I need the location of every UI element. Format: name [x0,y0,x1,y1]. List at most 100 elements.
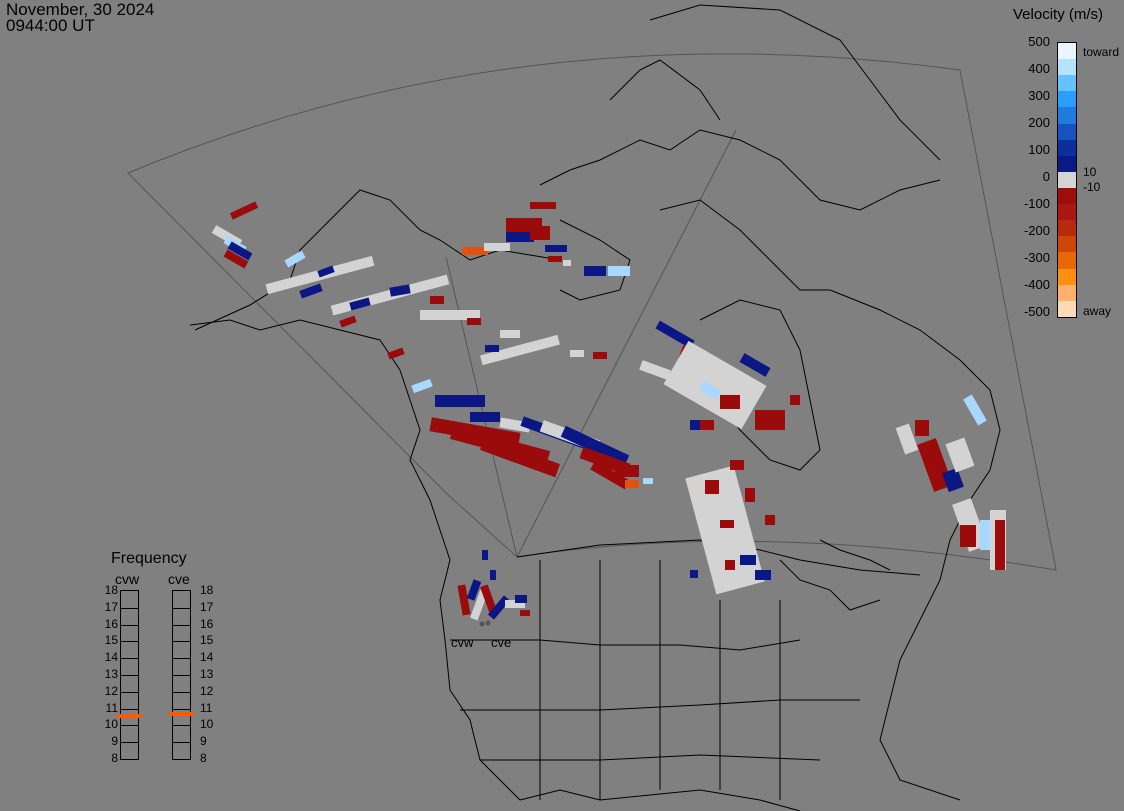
colorbar-segment [1058,204,1076,221]
frequency-column [172,590,191,760]
velocity-cell [229,201,259,220]
velocity-cell [563,260,571,266]
velocity-cell [387,347,405,360]
velocity-cell [725,560,735,570]
freq-station-cve: cve [168,571,190,587]
velocity-cell [485,345,499,352]
frequency-gridline [173,725,190,727]
frequency-scale-label: 10 [104,717,118,732]
velocity-cell [720,395,740,409]
frequency-gridline [173,691,190,693]
station-label-cve: cve [491,635,512,650]
colorbar-segment [1058,220,1076,237]
velocity-cell [466,579,482,601]
velocity-cell [895,423,919,455]
velocity-cell [505,600,525,608]
date-label: November, 30 2024 [6,0,155,19]
velocity-cell [755,570,771,580]
velocity-cell [655,320,695,349]
velocity-cell [705,480,719,494]
frequency-scale-label: 8 [111,751,118,765]
velocity-cell [480,584,498,616]
velocity-cell [520,610,530,616]
colorbar-tick-label: 0 [1042,169,1050,184]
colorbar-segment [1058,107,1076,124]
colorbar-segment [1058,43,1076,60]
velocity-cells [211,201,1006,621]
velocity-cell [470,412,500,422]
velocity-cell [317,265,335,278]
velocity-cell [995,520,1005,570]
velocity-colorbar [1057,42,1077,318]
frequency-scale-label: 15 [104,633,118,648]
colorbar-segment [1058,300,1076,317]
frequency-scale-label: 14 [104,650,118,665]
colorbar-segment [1058,252,1076,269]
frequency-scale-label: 8 [200,751,207,765]
colorbar-segment [1058,171,1076,188]
velocity-cell [739,353,771,377]
velocity-cell [942,467,964,493]
velocity-cell [625,480,639,488]
colorbar-segment [1058,59,1076,76]
velocity-cell [745,488,755,502]
frequency-gridline [173,708,190,710]
velocity-cell [430,296,444,304]
velocity-cell [506,232,534,242]
velocity-cell [462,247,488,255]
frequency-gridline [121,675,138,676]
frequency-scale-label: 13 [200,667,214,681]
velocity-cell [480,334,560,366]
velocity-cell [470,589,488,621]
velocity-cell [457,584,471,616]
frequency-gridline [173,607,190,609]
velocity-cell [500,330,520,338]
velocity-cell [690,570,698,578]
frequency-scale-label: 16 [104,616,118,631]
velocity-cell [608,266,630,276]
frequency-scale-label: 11 [105,700,118,715]
velocity-cell [960,525,976,547]
frequency-gridline [121,624,138,626]
colorbar-toward-label: toward [1083,45,1120,59]
colorbar-segment [1058,284,1076,301]
colorbar-tick-label: -100 [1023,196,1050,211]
colorbar-title: Velocity (m/s) [1013,6,1104,23]
frequency-gridline [121,607,138,609]
station-label-cvw: cvw [451,635,474,650]
frequency-gridline [121,658,138,660]
frequency-scale-label: 18 [200,583,214,597]
colorbar-tick-label: -400 [1023,277,1050,292]
frequency-title: Frequency [111,550,187,567]
colorbar-tick-label: 400 [1028,61,1050,76]
colorbar-segment [1058,123,1076,140]
frequency-scale-label: 9 [200,734,207,749]
velocity-cell [484,243,510,251]
frequency-scale-label: 18 [104,583,118,597]
frequency-gridline [121,725,138,727]
colorbar-tick-label: 500 [1028,34,1050,49]
velocity-cell [487,595,511,620]
velocity-cell [299,283,323,299]
colorbar-tick-label: -300 [1023,250,1050,265]
frequency-scale-label: 12 [200,683,214,698]
velocity-cell [584,266,606,276]
frequency-scale-label: 9 [111,734,118,749]
velocity-cell [590,460,630,490]
colorbar-tick-label: 200 [1028,115,1050,130]
frequency-gridline [173,624,190,626]
frequency-column [120,590,139,760]
velocity-cell [730,460,744,470]
velocity-cell [698,380,722,400]
colorbar-tick-label: 100 [1028,142,1050,157]
colorbar-tick-label: 300 [1028,88,1050,103]
velocity-cell [740,555,756,565]
velocity-cell [755,410,785,430]
velocity-cell [790,395,800,405]
velocity-cell [499,417,531,433]
colorbar-segment [1058,236,1076,253]
frequency-scale-label: 11 [200,700,213,715]
velocity-cell [765,515,775,525]
